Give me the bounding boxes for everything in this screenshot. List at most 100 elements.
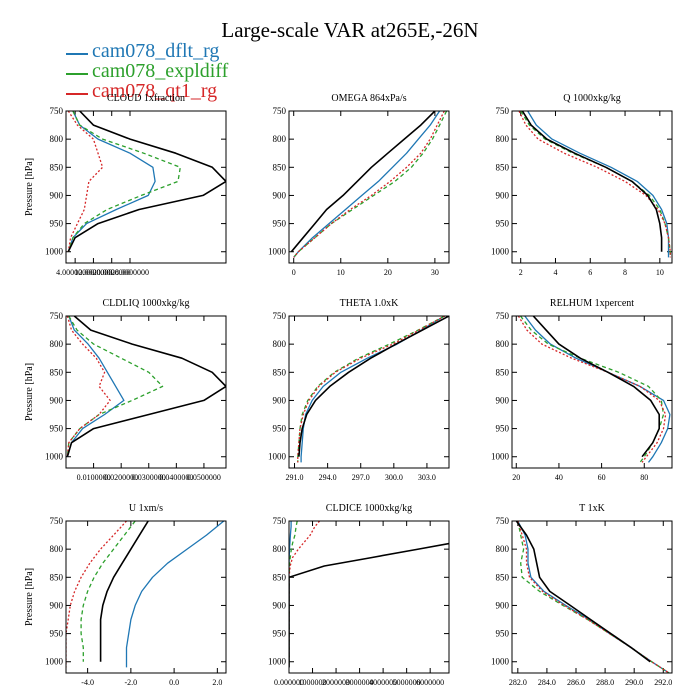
x-tick-label: 0.0100000 [77,473,111,482]
x-tick-label: 303.0 [418,473,436,482]
panel: CLDLIQ 1000xkg/kg Pressure [hPa] 750 800 850… [24,298,227,482]
x-tick-label: 282.0 [509,678,527,687]
legend-line-swatch [66,53,88,55]
series-line [524,316,671,463]
x-tick-label: 4 [553,268,557,277]
series-line [289,521,298,668]
series-line [300,316,445,463]
series-line [80,521,136,662]
series-line [66,316,226,457]
x-tick-label: 0.0400000 [159,473,193,482]
x-tick-label: 4.00000000 [56,268,94,277]
plot-frame [511,315,673,469]
y-tick-label: 1000 [45,452,64,462]
y-tick-label: 1000 [45,657,64,667]
x-tick-label: 8 [623,268,627,277]
y-tick-label: 850 [273,367,287,377]
panel: U 1xm/s Pressure [hPa] 750 800 850 900 950 1000… [24,503,227,687]
y-tick-label: 900 [273,190,287,200]
panel: Q 1000xkg/kg 750 800 850 900 950 1000 2 4 6 8 10 [491,93,673,277]
x-tick-label: 10 [656,268,664,277]
y-tick-label: 750 [273,106,287,116]
x-tick-label: 60 [598,473,606,482]
series-line [67,111,156,252]
panel: CLDICE 1000xkg/kg 750 800 850 900 950 1000 0.00… [268,503,450,687]
legend-label: cam078_dflt_rg [92,40,220,62]
y-tick-label: 850 [496,572,510,582]
x-tick-label: 2 [519,268,523,277]
y-axis-label: Pressure [hPa] [24,363,35,421]
y-tick-label: 900 [496,600,510,610]
y-tick-label: 1000 [491,657,510,667]
x-tick-label: -2.0 [125,678,138,687]
series-line [290,111,436,253]
y-tick-label: 950 [273,219,287,229]
series-line [521,111,663,252]
x-tick-label: 4000000 [369,678,397,687]
series-line [66,316,111,457]
panel: CLOUD 1xfraction Pressure [hPa] 750 800 850 9… [24,93,227,277]
series-line [517,521,670,673]
panel-title: RELHUM 1xpercent [550,298,634,309]
x-tick-label: 80 [640,473,648,482]
y-tick-label: 750 [496,106,510,116]
x-tick-label: -4.0 [81,678,94,687]
series-line [297,316,445,463]
y-tick-label: 750 [50,311,64,321]
y-tick-label: 850 [50,572,64,582]
legend-label: cam078_qt1_rg [92,80,218,102]
panel-title: T 1xK [579,503,605,514]
plot-frame [288,315,450,469]
plot-frame [65,110,227,264]
series-line [293,111,441,258]
series-line [527,111,670,258]
y-tick-label: 950 [273,424,287,434]
y-tick-label: 800 [50,544,64,554]
y-tick-label: 1000 [491,452,510,462]
x-tick-label: 30 [431,268,439,277]
panel-title: CLOUD 1xfraction [107,93,185,104]
y-tick-label: 750 [273,311,287,321]
x-tick-label: 12.0000000 [74,268,112,277]
series-line [125,521,225,668]
y-tick-label: 850 [496,367,510,377]
y-tick-label: 900 [50,395,64,405]
x-tick-label: 40 [555,473,563,482]
series-line [520,111,671,258]
x-tick-label: 20 [384,268,392,277]
x-tick-label: 1000000 [299,678,327,687]
series-line [67,111,104,252]
series-line [298,316,449,457]
x-tick-label: 0.0500000 [187,473,221,482]
x-tick-label: 3000000 [346,678,374,687]
y-tick-label: 1000 [268,452,287,462]
y-tick-label: 800 [273,134,287,144]
panel: OMEGA 864xPa/s 750 800 850 900 950 1000 0 10 20 30 [268,93,450,277]
panel: T 1xK 750 800 850 900 950 1000 282.0 284.0 286.0 2… [491,503,673,687]
plot-frame [65,315,227,469]
x-tick-label: 284.0 [538,678,556,687]
y-tick-label: 750 [496,311,510,321]
y-tick-label: 800 [273,544,287,554]
x-tick-label: 10 [337,268,345,277]
series-line [517,316,667,463]
series-line [66,521,127,668]
y-tick-label: 750 [50,106,64,116]
y-tick-label: 800 [496,134,510,144]
y-tick-label: 800 [496,339,510,349]
x-tick-label: 2.0 [212,678,222,687]
y-tick-label: 1000 [268,247,287,257]
plot-frame [65,520,227,674]
y-tick-label: 950 [50,219,64,229]
series-line [515,521,651,663]
y-tick-label: 950 [496,629,510,639]
x-tick-label: 294.0 [319,473,337,482]
x-tick-label: 292.0 [654,678,672,687]
y-tick-label: 900 [50,600,64,610]
plot-frame [288,520,450,674]
panel-title: Q 1000xkg/kg [563,93,621,104]
x-tick-label: 291.0 [286,473,304,482]
y-tick-label: 950 [50,629,64,639]
y-tick-label: 900 [273,600,287,610]
